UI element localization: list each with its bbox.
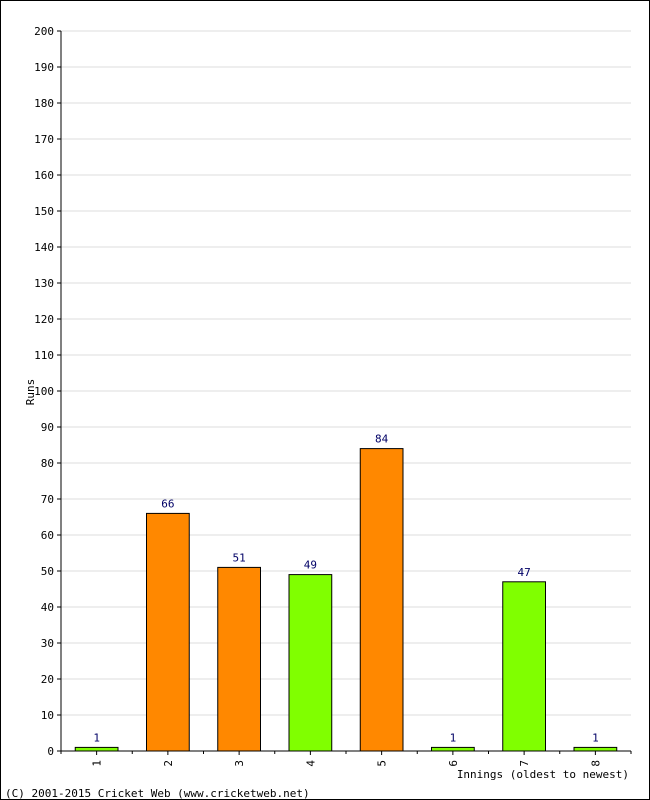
x-tick-label: 7 [518, 760, 531, 767]
x-axis-ticks: 1 2 3 4 5 6 7 8 [60, 751, 632, 767]
y-tick-label: 110 [34, 349, 54, 362]
x-tick-label: 6 [447, 760, 460, 767]
x-axis-title: Innings (oldest to newest) [457, 768, 629, 781]
y-tick-label: 140 [34, 241, 54, 254]
x-tick-label: 8 [589, 760, 602, 767]
bar-innings-8 [573, 746, 618, 752]
data-label: 47 [518, 566, 531, 579]
copyright-text: (C) 2001-2015 Cricket Web (www.cricketwe… [5, 787, 310, 800]
y-tick-label: 20 [41, 673, 54, 686]
y-tick-label: 80 [41, 457, 54, 470]
data-label: 1 [592, 731, 599, 744]
y-tick-label: 70 [41, 493, 54, 506]
y-tick-label: 170 [34, 133, 54, 146]
bar-innings-5 [359, 448, 404, 752]
y-axis-title: Runs [24, 379, 37, 406]
bars: 1 66 51 49 84 1 47 1 [74, 433, 618, 752]
y-axis-ticks: 0 10 20 30 40 50 60 70 80 90 100 110 120 130 140 150 160… [34, 25, 61, 758]
data-label: 66 [161, 497, 174, 510]
y-tick-label: 90 [41, 421, 54, 434]
y-tick-label: 180 [34, 97, 54, 110]
data-label: 1 [450, 731, 457, 744]
y-tick-label: 10 [41, 709, 54, 722]
x-tick-label: 3 [233, 760, 246, 767]
y-tick-label: 200 [34, 25, 54, 38]
y-tick-label: 60 [41, 529, 54, 542]
bar-innings-1 [74, 746, 119, 752]
bar-innings-2 [146, 512, 190, 752]
y-tick-label: 190 [34, 61, 54, 74]
data-label: 84 [375, 433, 389, 446]
data-label: 1 [93, 731, 100, 744]
x-tick-label: 2 [162, 760, 175, 767]
bar-innings-4 [288, 574, 333, 752]
y-tick-label: 150 [34, 205, 54, 218]
x-tick-label: 5 [376, 760, 389, 767]
y-tick-label: 30 [41, 637, 54, 650]
x-tick-label: 1 [91, 760, 104, 767]
bar-innings-7 [502, 581, 546, 752]
axes [60, 31, 631, 752]
y-tick-label: 160 [34, 169, 54, 182]
y-tick-label: 100 [34, 385, 54, 398]
y-tick-label: 0 [47, 745, 54, 758]
y-tick-label: 40 [41, 601, 54, 614]
y-tick-label: 120 [34, 313, 54, 326]
y-tick-label: 130 [34, 277, 54, 290]
bar-innings-3 [217, 566, 261, 752]
data-label: 49 [304, 559, 317, 572]
data-label: 51 [233, 551, 246, 564]
y-tick-label: 50 [41, 565, 54, 578]
x-tick-label: 4 [304, 760, 317, 767]
bar-innings-6 [431, 746, 475, 752]
